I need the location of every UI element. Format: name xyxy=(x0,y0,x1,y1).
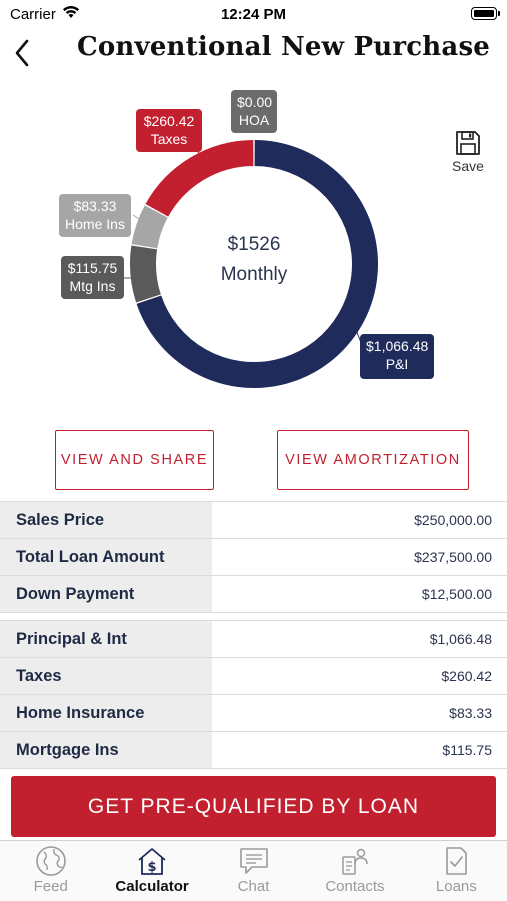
carrier-label: Carrier xyxy=(10,6,56,23)
down-payment-label: Down Payment xyxy=(0,576,212,612)
home-insurance-value: $83.33 xyxy=(449,705,492,721)
home-ins-arc xyxy=(131,205,168,249)
view-and-share-button[interactable]: VIEW AND SHARE xyxy=(55,430,214,490)
hoa-label: HOA xyxy=(238,112,270,128)
tab-loans[interactable]: Loans xyxy=(406,841,507,901)
globe-icon xyxy=(35,846,66,876)
taxes-callout: $260.42 Taxes xyxy=(136,109,202,152)
battery-nub xyxy=(498,11,500,16)
home-ins-amount: $83.33 xyxy=(73,198,117,214)
table-row: Mortgage Ins $115.75 xyxy=(0,732,507,769)
hoa-amount: $0.00 xyxy=(237,94,273,110)
chat-icon xyxy=(239,848,268,874)
taxes-row-label: Taxes xyxy=(0,658,212,694)
payment-breakdown-table: Principal & Int $1,066.48 Taxes $260.42 … xyxy=(0,620,507,769)
table-row: Down Payment $12,500.00 xyxy=(0,576,507,613)
tab-chat[interactable]: Chat xyxy=(203,841,304,901)
table-row: Principal & Int $1,066.48 xyxy=(0,621,507,658)
principal-int-value: $1,066.48 xyxy=(429,631,492,647)
save-button[interactable]: Save xyxy=(444,130,492,182)
chevron-left-icon xyxy=(15,39,29,67)
total-loan-amount-label: Total Loan Amount xyxy=(0,539,212,575)
page-title: Conventional New Purchase xyxy=(76,32,491,62)
home-ins-callout: $83.33 Home Ins xyxy=(59,194,131,237)
back-button[interactable] xyxy=(10,36,38,70)
table-row: Total Loan Amount $237,500.00 xyxy=(0,539,507,576)
principal-int-label: Principal & Int xyxy=(0,621,212,657)
sales-price-label: Sales Price xyxy=(0,502,212,538)
mtg-ins-label: Mtg Ins xyxy=(69,278,116,294)
tab-chat-label: Chat xyxy=(237,878,270,895)
monthly-total: $1526 xyxy=(227,234,281,255)
hoa-callout: $0.00 HOA xyxy=(231,90,277,133)
contacts-icon xyxy=(342,848,368,875)
tab-bar: Feed $ Calculator Chat Contacts xyxy=(0,840,507,901)
monthly-label: Monthly xyxy=(220,264,288,285)
get-pre-qualified-button[interactable]: GET PRE-QUALIFIED BY LOAN xyxy=(11,776,496,837)
tab-calculator-label: Calculator xyxy=(115,878,189,895)
mortgage-ins-value: $115.75 xyxy=(442,742,492,758)
table-row: Taxes $260.42 xyxy=(0,658,507,695)
loan-summary-table: Sales Price $250,000.00 Total Loan Amoun… xyxy=(0,501,507,613)
home-ins-label: Home Ins xyxy=(65,216,125,232)
svg-text:$: $ xyxy=(148,860,157,875)
pi-callout: $1,066.48 P&I xyxy=(360,334,434,379)
tab-feed-label: Feed xyxy=(33,878,68,895)
tab-feed[interactable]: Feed xyxy=(0,841,101,901)
mtg-ins-callout: $115.75 Mtg Ins xyxy=(61,256,124,299)
home-insurance-label: Home Insurance xyxy=(0,695,212,731)
status-bar: Carrier 12:24 PM xyxy=(0,0,507,30)
view-amortization-button[interactable]: VIEW AMORTIZATION xyxy=(277,430,469,490)
taxes-arc xyxy=(145,140,254,217)
clock: 12:24 PM xyxy=(220,6,287,23)
mtg-ins-arc xyxy=(130,245,161,303)
pi-label: P&I xyxy=(385,356,409,372)
save-label: Save xyxy=(452,158,484,174)
pi-arc xyxy=(136,140,378,388)
sales-price-value: $250,000.00 xyxy=(414,512,492,528)
tab-contacts-label: Contacts xyxy=(325,878,385,895)
tab-contacts[interactable]: Contacts xyxy=(304,841,405,901)
mtg-ins-amount: $115.75 xyxy=(67,260,118,276)
tab-loans-label: Loans xyxy=(435,878,477,895)
taxes-amount: $260.42 xyxy=(143,113,195,129)
taxes-label: Taxes xyxy=(150,131,188,147)
table-row: Home Insurance $83.33 xyxy=(0,695,507,732)
table-row: Sales Price $250,000.00 xyxy=(0,502,507,539)
wifi-icon xyxy=(63,6,79,18)
tab-calculator[interactable]: $ Calculator xyxy=(101,841,202,901)
taxes-row-value: $260.42 xyxy=(441,668,492,684)
down-payment-value: $12,500.00 xyxy=(421,586,492,602)
loans-icon xyxy=(446,847,468,875)
payment-donut-chart xyxy=(124,140,378,388)
mortgage-ins-label: Mortgage Ins xyxy=(0,732,212,768)
battery-icon xyxy=(471,7,497,20)
total-loan-amount-value: $237,500.00 xyxy=(414,549,492,565)
calculator-icon: $ xyxy=(138,848,166,875)
floppy-disk-icon xyxy=(456,131,480,155)
pi-amount: $1,066.48 xyxy=(366,338,429,354)
